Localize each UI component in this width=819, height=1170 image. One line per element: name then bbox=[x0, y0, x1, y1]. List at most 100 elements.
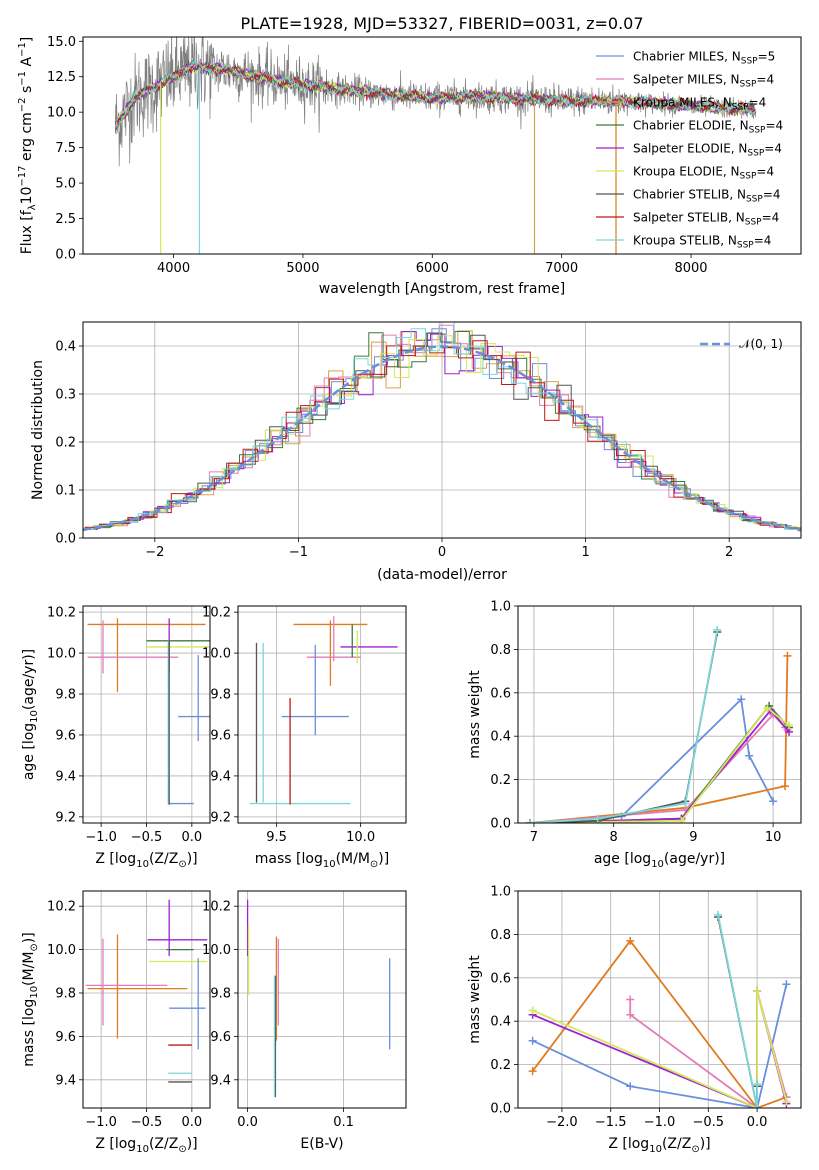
y-tick-label: 0.0 bbox=[55, 248, 76, 263]
x-tick-label: 2 bbox=[725, 545, 733, 560]
y-tick-label: 0.6 bbox=[490, 686, 511, 701]
y-tick-label: 1.0 bbox=[490, 885, 511, 900]
z-weight-panel: −2.0 −1.5 −1.0 −0.5 0.0 0.0 0.2 0.4 0.6 0.8 1.0 Z [… bbox=[467, 885, 802, 1155]
z-mass-errorbars bbox=[85, 899, 208, 1083]
y-tick-label: 9.4 bbox=[210, 769, 231, 784]
y-tick-label: 9.2 bbox=[55, 810, 76, 825]
spectrum-ylabel: Flux [fλ10−17 erg cm−2 s−1 A−1] bbox=[17, 37, 38, 255]
plus-marker bbox=[763, 703, 772, 712]
legend-series-name: Kroupa MILES bbox=[633, 96, 715, 110]
x-tick-label: −2 bbox=[145, 545, 164, 560]
y-tick-label: 0.8 bbox=[490, 643, 511, 658]
plus-marker bbox=[626, 1082, 635, 1091]
x-tick-label: −0.5 bbox=[131, 830, 163, 845]
z-weight-xlabel: Z [log10(Z/Z⊙)] bbox=[608, 1136, 710, 1155]
y-tick-label: 10.2 bbox=[202, 606, 231, 621]
spectrum-title: PLATE=1928, MJD=53327, FIBERID=0031, z=0… bbox=[240, 14, 643, 33]
x-tick-label: 6000 bbox=[416, 261, 449, 276]
y-tick-label: 2.5 bbox=[55, 212, 76, 227]
y-tick-label: 9.8 bbox=[55, 688, 76, 703]
residuals-xlabel: (data-model)/error bbox=[377, 567, 507, 583]
y-tick-label: 0.4 bbox=[55, 340, 76, 355]
y-tick-label: 0.8 bbox=[490, 928, 511, 943]
ebv-mass-panel: 0.0 0.1 9.4 9.6 9.8 10.0 10.2 E(B-V) bbox=[202, 890, 407, 1152]
legend-nssp: 4 bbox=[759, 96, 767, 110]
histogram-kroupa-stelib bbox=[83, 322, 801, 531]
z-mass-grid bbox=[83, 891, 210, 1108]
mass-age-xlabel: mass [log10(M/M⊙)] bbox=[255, 851, 389, 870]
plus-marker bbox=[525, 819, 534, 823]
y-tick-label: 0.2 bbox=[55, 436, 76, 451]
plus-marker bbox=[626, 995, 635, 1004]
x-tick-label: 4000 bbox=[157, 261, 190, 276]
y-tick-label: 9.6 bbox=[55, 1030, 76, 1045]
x-tick-label: 0.1 bbox=[333, 1115, 354, 1130]
x-tick-label: 0 bbox=[438, 545, 446, 560]
ebv-mass-xlabel: E(B-V) bbox=[300, 1136, 343, 1152]
x-tick-label: −1 bbox=[289, 545, 308, 560]
plus-marker bbox=[677, 816, 686, 823]
z-age-grid bbox=[83, 606, 210, 823]
legend-nssp: 4 bbox=[764, 234, 772, 248]
legend-nssp: 4 bbox=[776, 119, 784, 133]
x-tick-label: −0.5 bbox=[131, 1115, 163, 1130]
x-tick-label: −1.0 bbox=[85, 830, 117, 845]
z-mass-panel: −1.0 −0.5 0.0 9.4 9.6 9.8 10.0 10.2 Z [log10(Z/Z… bbox=[21, 890, 211, 1155]
y-tick-label: 9.2 bbox=[210, 810, 231, 825]
y-tick-label: 10.0 bbox=[47, 647, 76, 662]
legend-series-name: Chabrier ELODIE bbox=[633, 119, 732, 133]
y-tick-label: 12.5 bbox=[47, 70, 76, 85]
residuals-grid bbox=[83, 322, 801, 539]
legend-series-name: Chabrier STELIB bbox=[633, 188, 729, 202]
legend-entry: Salpeter ELODIE, NSSP=4 bbox=[633, 142, 782, 159]
plus-marker bbox=[714, 910, 723, 919]
plus-marker bbox=[781, 782, 790, 791]
residuals-ylabel: Normed distribution bbox=[30, 360, 46, 500]
z-mass-ylabel: mass [log10(M/M⊙)] bbox=[21, 932, 40, 1066]
legend-entry: Kroupa STELIB, NSSP=4 bbox=[633, 234, 771, 251]
plus-marker bbox=[528, 1067, 537, 1076]
z-age-panel: −1.0 −0.5 0.0 9.2 9.4 9.6 9.8 10.0 10.2 Z [log10(… bbox=[21, 605, 211, 870]
mass-age-errorbars bbox=[249, 616, 398, 805]
x-tick-label: −1.5 bbox=[595, 1115, 627, 1130]
y-tick-label: 15.0 bbox=[47, 35, 76, 50]
legend-entry: Chabrier ELODIE, NSSP=4 bbox=[633, 119, 783, 136]
weight-line-salpeter-elodie bbox=[529, 708, 790, 823]
y-tick-label: 9.8 bbox=[55, 986, 76, 1001]
ebv-mass-grid bbox=[238, 891, 406, 1108]
x-tick-label: 5000 bbox=[286, 261, 319, 276]
y-tick-label: 0.4 bbox=[490, 730, 511, 745]
spectrum-lines bbox=[114, 37, 757, 254]
z-weight-lines bbox=[528, 910, 791, 1108]
weight-line-chabrier-stelib bbox=[529, 631, 719, 823]
y-tick-label: 9.4 bbox=[55, 769, 76, 784]
x-tick-label: −1.0 bbox=[85, 1115, 117, 1130]
plus-marker bbox=[626, 936, 635, 945]
x-tick-label: 0.0 bbox=[747, 1115, 768, 1130]
legend-entry: Chabrier MILES, NSSP=5 bbox=[633, 50, 775, 67]
y-tick-label: 0.2 bbox=[490, 773, 511, 788]
plus-marker bbox=[783, 651, 792, 660]
y-tick-label: 0.4 bbox=[490, 1015, 511, 1030]
y-tick-label: 0.2 bbox=[490, 1058, 511, 1073]
z-mass-xlabel: Z [log10(Z/Z⊙)] bbox=[95, 1136, 197, 1155]
weight-line-orange bbox=[531, 939, 787, 1108]
weight-line-chabrier-miles bbox=[529, 697, 774, 823]
plus-marker bbox=[681, 799, 690, 808]
y-tick-label: 0.6 bbox=[490, 971, 511, 986]
spectrum-panel: 4000 5000 6000 7000 8000 0.0 2.5 5.0 7.5 10.0 12.5… bbox=[17, 14, 802, 297]
z-weight-frame bbox=[517, 890, 802, 1109]
plus-marker bbox=[713, 625, 722, 634]
legend-entry: Chabrier STELIB, NSSP=4 bbox=[633, 188, 781, 205]
y-tick-label: 10.0 bbox=[202, 647, 231, 662]
legend-nssp: 4 bbox=[774, 142, 782, 156]
plus-marker bbox=[753, 986, 762, 995]
normal-legend-label: 𝒩(0, 1) bbox=[739, 337, 783, 351]
x-tick-label: 10 bbox=[765, 830, 782, 845]
histograms bbox=[83, 322, 801, 532]
plus-marker bbox=[753, 1080, 762, 1089]
x-tick-label: 0.0 bbox=[182, 830, 203, 845]
legend-series-name: Salpeter ELODIE bbox=[633, 142, 731, 156]
plus-marker bbox=[753, 1104, 762, 1108]
